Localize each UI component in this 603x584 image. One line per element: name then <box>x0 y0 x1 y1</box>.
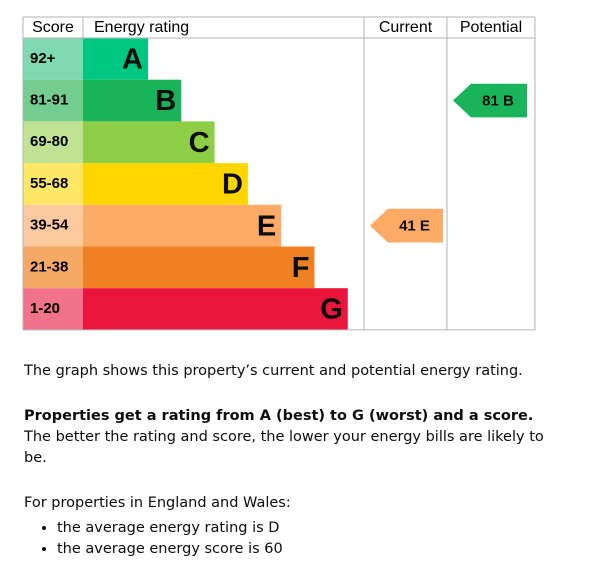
header-current: Current <box>379 19 433 36</box>
header-score: Score <box>32 19 74 36</box>
header-rating: Energy rating <box>94 19 189 36</box>
rating-letter: E <box>257 210 276 242</box>
rating-explanation: Properties get a rating from A (best) to… <box>24 406 564 469</box>
rating-letter: F <box>292 252 310 284</box>
score-range: 39-54 <box>30 217 69 234</box>
bold-text: Properties get a rating from A (best) to… <box>24 408 534 424</box>
rating-letter: D <box>222 169 243 201</box>
score-cell <box>23 288 83 330</box>
rating-bar <box>83 38 148 80</box>
header-potential: Potential <box>460 19 522 36</box>
score-range: 92+ <box>30 50 56 67</box>
score-range: 69-80 <box>30 133 68 150</box>
rating-letter: A <box>122 44 143 76</box>
bullet: the average energy rating is D <box>57 518 564 539</box>
description: The graph shows this property’s current … <box>24 361 564 560</box>
rating-bar <box>83 121 215 164</box>
epc-chart: Score Energy rating Current Potential 92+ A 81… <box>22 16 536 331</box>
arrow-label: 81 B <box>482 93 514 110</box>
potential-indicator: 81 B <box>453 83 527 118</box>
rating-letter: B <box>155 85 176 117</box>
rating-letter: G <box>320 294 343 326</box>
current-indicator: 41 E <box>370 208 443 243</box>
score-range: 55-68 <box>30 175 68 192</box>
score-cell <box>23 246 83 289</box>
rating-bar <box>83 246 315 289</box>
rating-letter: C <box>189 127 210 159</box>
score-range: 1-20 <box>30 300 60 317</box>
rating-bar <box>83 79 182 122</box>
arrow <box>370 208 443 243</box>
bullet: the average energy score is 60 <box>57 539 564 560</box>
rating-bar <box>83 204 282 247</box>
arrow <box>453 83 527 118</box>
intro: The graph shows this property’s current … <box>24 363 523 379</box>
score-cell <box>23 121 83 164</box>
score-cell <box>23 204 83 247</box>
rating-bar <box>83 163 248 205</box>
region: For properties in England and Wales: <box>24 495 291 511</box>
score-range: 21-38 <box>30 258 68 275</box>
rating: E <box>420 218 430 235</box>
score-cell <box>23 38 83 80</box>
rating: B <box>503 93 514 110</box>
averages: the average energy rating is Dthe averag… <box>24 518 564 560</box>
score-range: 81-91 <box>30 92 68 109</box>
rating-bar <box>83 288 348 330</box>
score-cell <box>23 79 83 122</box>
text: The better the rating and score, the low… <box>24 429 544 466</box>
score-cell <box>23 163 83 205</box>
score: 41 <box>399 218 416 235</box>
score: 81 <box>482 93 499 110</box>
arrow-label: 41 E <box>399 218 430 235</box>
